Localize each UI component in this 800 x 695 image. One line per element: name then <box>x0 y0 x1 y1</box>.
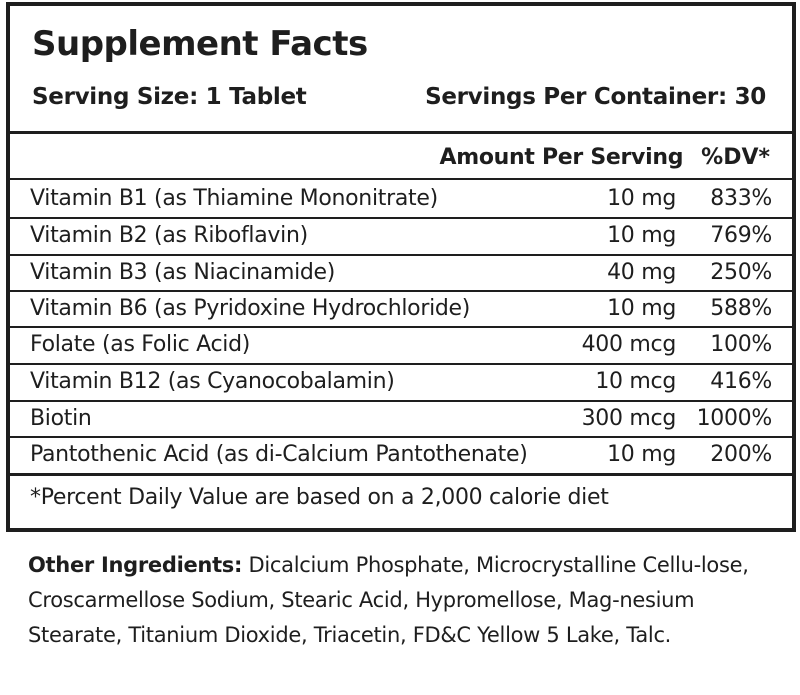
nutrient-amount: 10 mg <box>607 442 676 467</box>
divider-top <box>10 131 792 134</box>
nutrient-dv: 100% <box>710 332 772 357</box>
header-amount: Amount Per Serving <box>439 145 684 170</box>
nutrient-amount: 300 mcg <box>581 406 677 431</box>
header-dv: %DV* <box>701 145 770 170</box>
table-row: Pantothenic Acid (as di-Calcium Pantothe… <box>10 437 792 473</box>
other-ingredients-label: Other Ingredients: <box>28 553 243 577</box>
nutrient-name: Vitamin B2 (as Riboflavin) <box>30 223 308 248</box>
nutrient-name: Folate (as Folic Acid) <box>30 332 251 357</box>
table-header: Amount Per Serving %DV* <box>440 140 770 176</box>
table-row: Folate (as Folic Acid) 400 mcg 100% <box>10 327 792 363</box>
row-divider <box>10 290 792 292</box>
nutrient-dv: 250% <box>710 260 772 285</box>
row-divider <box>10 400 792 402</box>
nutrient-dv: 769% <box>710 223 772 248</box>
nutrient-dv: 416% <box>710 369 772 394</box>
nutrient-name: Vitamin B3 (as Niacinamide) <box>30 260 336 285</box>
nutrient-amount: 40 mg <box>607 260 676 285</box>
table-row: Vitamin B1 (as Thiamine Mononitrate) 10 … <box>10 181 792 217</box>
nutrient-dv: 200% <box>710 442 772 467</box>
nutrient-amount: 10 mg <box>607 223 676 248</box>
other-ingredients-text: Dicalcium Phosphate, Microcrystalline Ce… <box>28 553 749 647</box>
nutrient-name: Vitamin B6 (as Pyridoxine Hydrochloride) <box>30 296 471 321</box>
table-row: Vitamin B6 (as Pyridoxine Hydrochloride)… <box>10 291 792 327</box>
serving-size: Serving Size: 1 Tablet <box>32 84 307 110</box>
nutrient-amount: 10 mg <box>607 296 676 321</box>
table-row: Vitamin B12 (as Cyanocobalamin) 10 mcg 4… <box>10 364 792 400</box>
nutrient-name: Vitamin B1 (as Thiamine Mononitrate) <box>30 186 438 211</box>
servings-per-container: Servings Per Container: 30 <box>425 84 766 110</box>
nutrient-dv: 588% <box>710 296 772 321</box>
row-divider <box>10 326 792 328</box>
row-divider <box>10 436 792 438</box>
row-divider <box>10 254 792 256</box>
divider-bottom <box>10 473 792 476</box>
daily-value-footnote: *Percent Daily Value are based on a 2,00… <box>30 485 609 510</box>
divider-header <box>10 178 792 180</box>
row-divider <box>10 363 792 365</box>
panel-title: Supplement Facts <box>32 24 368 64</box>
nutrient-amount: 400 mcg <box>581 332 677 357</box>
nutrient-name: Pantothenic Acid (as di-Calcium Pantothe… <box>30 442 528 467</box>
supplement-facts-panel: Supplement Facts Serving Size: 1 Tablet … <box>6 2 796 532</box>
table-row: Vitamin B3 (as Niacinamide) 40 mg 250% <box>10 255 792 291</box>
nutrient-amount: 10 mcg <box>595 369 676 394</box>
table-row: Biotin 300 mcg 1000% <box>10 401 792 437</box>
other-ingredients: Other Ingredients: Dicalcium Phosphate, … <box>28 548 788 653</box>
nutrient-dv: 833% <box>710 186 772 211</box>
row-divider <box>10 217 792 219</box>
nutrient-name: Biotin <box>30 406 92 431</box>
table-row: Vitamin B2 (as Riboflavin) 10 mg 769% <box>10 218 792 254</box>
nutrient-amount: 10 mg <box>607 186 676 211</box>
nutrient-name: Vitamin B12 (as Cyanocobalamin) <box>30 369 395 394</box>
nutrient-dv: 1000% <box>696 406 773 431</box>
